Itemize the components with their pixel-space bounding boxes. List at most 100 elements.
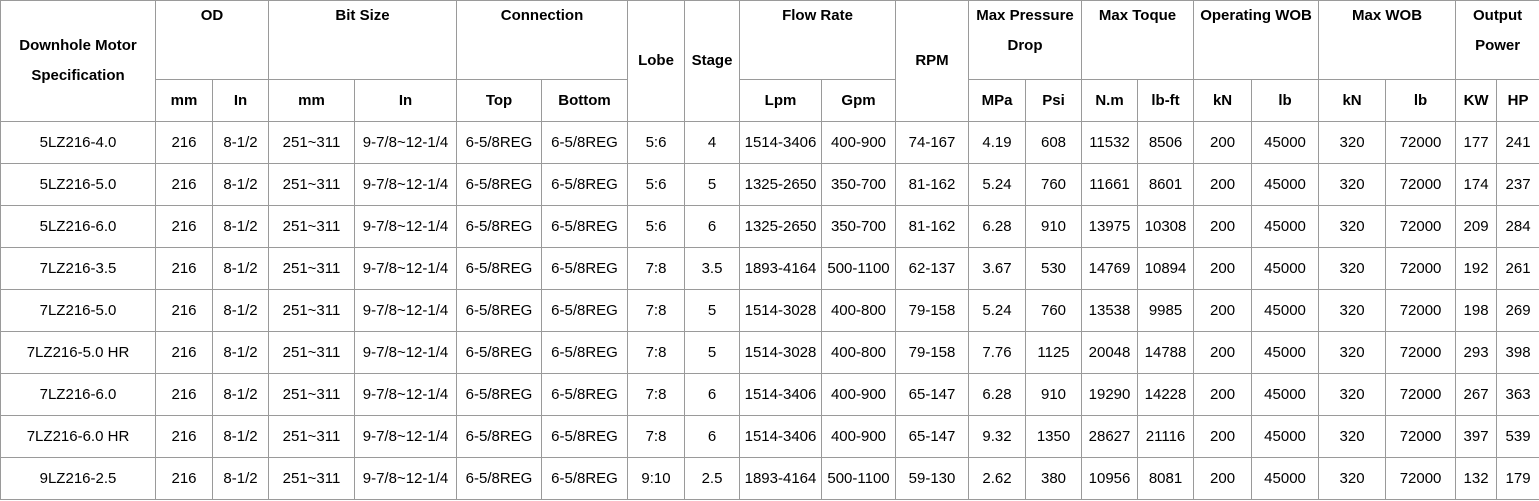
data-cell: 6-5/8REG: [456, 415, 542, 458]
data-cell: 1350: [1024, 415, 1083, 458]
data-cell: 251~311: [268, 121, 355, 164]
data-cell: 4: [684, 121, 740, 164]
header-cell: OD: [155, 0, 269, 80]
header-cell: Max Pressure Drop: [967, 0, 1083, 80]
data-cell: 1514-3028: [739, 331, 822, 374]
data-row: 7LZ216-5.0 HR 216 8-1/2 251~311 9-7/8~12-1/4…: [0, 331, 1539, 374]
data-cell: 261: [1496, 247, 1539, 290]
subheader-row: mm In mm In Top Bottom Lpm Gpm MPa Psi N.m lb-ft kN l…: [1, 79, 1539, 122]
data-cell: 200: [1193, 163, 1253, 206]
data-cell: 6-5/8REG: [541, 205, 628, 248]
data-cell: 79-158: [895, 289, 969, 332]
data-cell: 20048: [1081, 331, 1139, 374]
data-cell: 7:8: [627, 373, 685, 416]
data-cell: 216: [155, 457, 213, 500]
data-row: 5LZ216-6.0 216 8-1/2 251~311 9-7/8~12-1/4 6-5…: [0, 205, 1539, 248]
data-cell: 9:10: [627, 457, 685, 500]
data-cell: 8-1/2: [212, 163, 269, 206]
subheader-cell: Lpm: [739, 79, 822, 122]
data-cell: 7:8: [627, 415, 685, 458]
data-cell: 200: [1193, 289, 1253, 332]
data-cell: 216: [155, 373, 213, 416]
data-cell: 5LZ216-4.0: [0, 121, 156, 164]
data-cell: 7.76: [968, 331, 1026, 374]
data-cell: 5: [684, 163, 740, 206]
data-cell: 6.28: [968, 373, 1026, 416]
data-cell: 400-900: [821, 415, 896, 458]
data-cell: 14769: [1081, 247, 1139, 290]
data-cell: 74-167: [895, 121, 969, 164]
header-cell: Lobe: [627, 0, 685, 122]
data-cell: 5.24: [968, 163, 1026, 206]
data-cell: 200: [1193, 415, 1253, 458]
data-cell: 500-1100: [821, 247, 896, 290]
data-cell: 251~311: [268, 457, 355, 500]
data-cell: 59-130: [895, 457, 969, 500]
data-cell: 5:6: [627, 205, 685, 248]
data-cell: 9-7/8~12-1/4: [354, 163, 457, 206]
data-cell: 9-7/8~12-1/4: [354, 205, 457, 248]
data-row: 9LZ216-2.5 216 8-1/2 251~311 9-7/8~12-1/4 6-5…: [0, 457, 1539, 500]
data-cell: 1514-3406: [739, 373, 822, 416]
data-cell: 45000: [1251, 205, 1320, 248]
data-cell: 7:8: [627, 247, 685, 290]
data-cell: 6.28: [968, 205, 1026, 248]
data-cell: 251~311: [268, 289, 355, 332]
subheader-cell: KW: [1455, 79, 1498, 122]
data-cell: 8081: [1137, 457, 1195, 500]
data-cell: 6-5/8REG: [456, 247, 542, 290]
data-cell: 72000: [1385, 121, 1457, 164]
data-cell: 3.5: [684, 247, 740, 290]
data-cell: 608: [1024, 121, 1083, 164]
subheader-cell: kN: [1318, 79, 1387, 122]
data-cell: 5: [684, 331, 740, 374]
data-cell: 14228: [1137, 373, 1195, 416]
data-cell: 216: [155, 247, 213, 290]
data-cell: 320: [1318, 415, 1387, 458]
data-cell: 8-1/2: [212, 205, 269, 248]
data-cell: 10894: [1137, 247, 1195, 290]
data-cell: 6-5/8REG: [456, 205, 542, 248]
subheader-cell: N.m: [1081, 79, 1139, 122]
data-cell: 2.5: [684, 457, 740, 500]
data-cell: 7LZ216-6.0 HR: [0, 415, 156, 458]
header-cell: RPM: [895, 0, 969, 122]
data-cell: 200: [1193, 373, 1253, 416]
subheader-cell: Top: [456, 79, 542, 122]
data-cell: 539: [1496, 415, 1539, 458]
data-cell: 179: [1496, 457, 1539, 500]
data-cell: 910: [1024, 373, 1083, 416]
data-cell: 8-1/2: [212, 247, 269, 290]
data-cell: 6-5/8REG: [541, 289, 628, 332]
data-cell: 19290: [1081, 373, 1139, 416]
data-cell: 760: [1024, 163, 1083, 206]
data-cell: 9LZ216-2.5: [0, 457, 156, 500]
data-cell: 216: [155, 163, 213, 206]
data-cell: 45000: [1251, 163, 1320, 206]
data-cell: 1893-4164: [739, 247, 822, 290]
header-cell: Output Power: [1455, 0, 1539, 80]
data-cell: 200: [1193, 121, 1253, 164]
data-cell: 284: [1496, 205, 1539, 248]
data-cell: 3.67: [968, 247, 1026, 290]
data-cell: 1325-2650: [739, 163, 822, 206]
data-cell: 1514-3406: [739, 121, 822, 164]
subheader-cell: lb-ft: [1137, 79, 1195, 122]
data-cell: 8-1/2: [212, 457, 269, 500]
data-cell: 72000: [1385, 289, 1457, 332]
data-cell: 72000: [1385, 373, 1457, 416]
data-cell: 320: [1318, 289, 1387, 332]
data-cell: 6-5/8REG: [541, 415, 628, 458]
data-cell: 65-147: [895, 373, 969, 416]
data-cell: 9.32: [968, 415, 1026, 458]
data-cell: 398: [1496, 331, 1539, 374]
data-cell: 13538: [1081, 289, 1139, 332]
data-cell: 79-158: [895, 331, 969, 374]
data-cell: 45000: [1251, 121, 1320, 164]
data-cell: 7LZ216-5.0 HR: [0, 331, 156, 374]
header-cell: Operating WOB: [1193, 0, 1320, 80]
data-cell: 6-5/8REG: [541, 457, 628, 500]
data-cell: 45000: [1251, 289, 1320, 332]
data-cell: 5:6: [627, 121, 685, 164]
subheader-cell: Psi: [1024, 79, 1083, 122]
